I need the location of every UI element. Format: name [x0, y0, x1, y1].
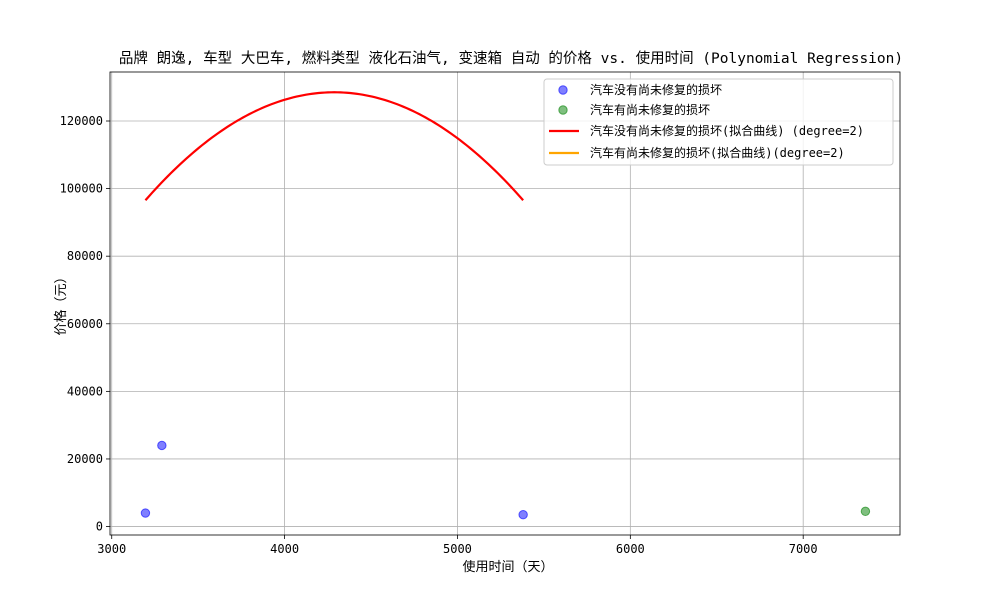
legend-entry-label: 汽车没有尚未修复的损坏 — [590, 82, 722, 97]
y-tick-label: 100000 — [60, 182, 103, 196]
scatter-point — [860, 506, 871, 517]
scatter-point — [140, 508, 151, 518]
fit-curve-line — [144, 91, 524, 202]
plot-area-frame — [109, 71, 901, 536]
y-tick-label: 20000 — [67, 452, 103, 466]
axis-layer: 3000 4000 5000 6000 7000 0 20000 40000 60000 8000… — [60, 114, 818, 556]
y-tick-label: 60000 — [67, 317, 103, 331]
x-tick-label: 5000 — [443, 542, 472, 556]
x-tick-label: 7000 — [789, 542, 818, 556]
grid-layer — [110, 72, 900, 535]
legend-entry-label: 汽车有尚未修复的损坏 — [590, 102, 710, 117]
y-tick-label: 80000 — [67, 249, 103, 263]
y-tick-label: 0 — [96, 520, 103, 534]
y-tick-label: 40000 — [67, 384, 103, 398]
legend-marker — [558, 105, 568, 115]
legend-frame — [543, 78, 894, 166]
scatter-point — [518, 510, 528, 520]
x-tick-label: 3000 — [97, 542, 126, 556]
x-tick-label: 6000 — [616, 542, 645, 556]
legend-marker — [558, 85, 568, 95]
legend-entry-label: 汽车没有尚未修复的损坏(拟合曲线) (degree=2) — [590, 123, 864, 138]
x-axis-label: 使用时间（天） — [462, 559, 553, 575]
chart-title: 品牌 朗逸, 车型 大巴车, 燃料类型 液化石油气, 变速箱 自动 的价格 vs… — [119, 49, 903, 67]
y-tick-label: 120000 — [60, 114, 103, 128]
data-layer — [140, 91, 871, 520]
y-axis-label: 价格（元） — [53, 270, 69, 335]
legend-entry-label: 汽车有尚未修复的损坏(拟合曲线)(degree=2) — [590, 145, 845, 160]
x-tick-label: 4000 — [270, 542, 299, 556]
scatter-point — [157, 440, 167, 451]
